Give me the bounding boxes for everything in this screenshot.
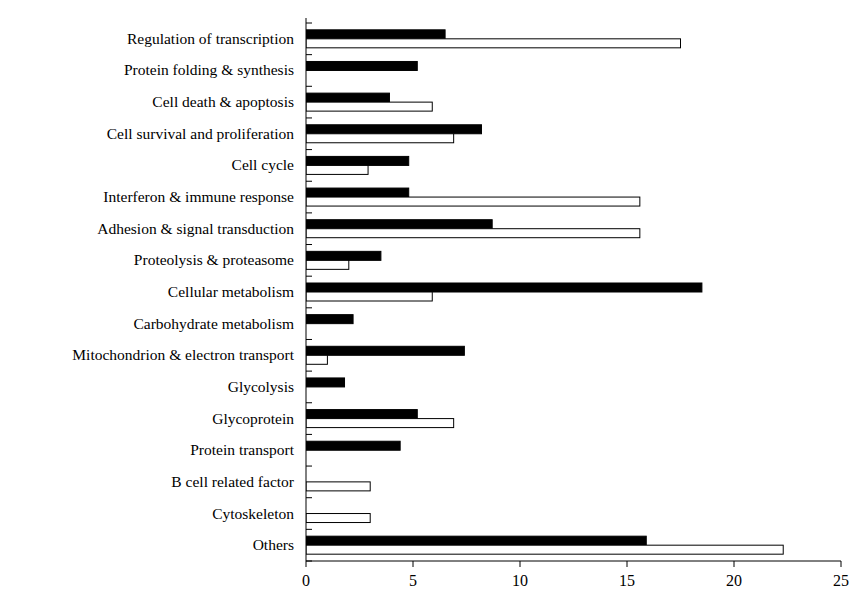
bar [306, 260, 349, 269]
category-tick [306, 212, 312, 213]
category-tick [306, 149, 312, 150]
category-tick [306, 402, 312, 403]
category-label: Proteolysis & proteasome [134, 251, 294, 268]
bar [306, 30, 445, 39]
category-tick [306, 339, 312, 340]
chart: Regulation of transcription Protein foldi… [0, 0, 858, 597]
category-label: Regulation of transcription [127, 30, 294, 47]
value-axis [306, 561, 841, 562]
bar [306, 229, 640, 238]
category-tick [306, 54, 312, 55]
bars [306, 30, 783, 554]
bar [306, 125, 481, 134]
category-label: Carbohydrate metabolism [133, 315, 294, 332]
x-tick-label: 5 [409, 572, 417, 589]
category-label: Cell survival and proliferation [107, 125, 294, 142]
category-tick [306, 117, 312, 118]
x-tick [413, 561, 414, 567]
category-label: Others [253, 536, 294, 553]
bar [306, 61, 417, 70]
bar [306, 419, 454, 428]
category-label: Adhesion & signal transduction [97, 220, 294, 237]
category-tick [306, 181, 312, 182]
bar [306, 536, 646, 545]
category-label: Protein folding & synthesis [124, 61, 294, 78]
x-tick-label: 15 [619, 572, 635, 589]
bar [306, 482, 370, 491]
category-tick [306, 307, 312, 308]
x-tick [520, 561, 521, 567]
category-tick [306, 529, 312, 530]
category-label: Cytoskeleton [212, 505, 294, 522]
x-tick [734, 561, 735, 567]
bar [306, 197, 640, 206]
x-tick-label: 0 [302, 572, 310, 589]
category-tick [306, 497, 312, 498]
category-tick [306, 86, 312, 87]
category-tick [306, 466, 312, 467]
category-tick [306, 23, 312, 24]
bar [306, 102, 432, 111]
bar [306, 292, 432, 301]
category-tick [306, 371, 312, 372]
bar [306, 156, 409, 165]
bar [306, 165, 368, 174]
category-label: Interferon & immune response [103, 188, 294, 205]
bar [306, 188, 409, 197]
bar [306, 346, 464, 355]
bar [306, 410, 417, 419]
category-tick [306, 276, 312, 277]
x-tick [841, 561, 842, 567]
x-tick [627, 561, 628, 567]
category-label: Cellular metabolism [168, 283, 294, 300]
category-label: Glycolysis [228, 378, 294, 395]
category-label: Mitochondrion & electron transport [72, 346, 294, 363]
bar [306, 514, 370, 523]
x-tick-label: 10 [512, 572, 528, 589]
bar [306, 315, 353, 324]
category-label: B cell related factor [171, 473, 294, 490]
bar [306, 93, 389, 102]
bar [306, 545, 783, 554]
category-tick [306, 434, 312, 435]
category-label: Glycoprotein [212, 410, 294, 427]
category-axis [306, 18, 307, 561]
category-label: Protein transport [190, 441, 294, 458]
bar [306, 251, 381, 260]
bar [306, 39, 681, 48]
bar [306, 378, 345, 387]
bar [306, 355, 327, 364]
category-label: Cell cycle [232, 156, 295, 173]
bar [306, 220, 492, 229]
x-tick-label: 20 [726, 572, 742, 589]
category-tick [306, 244, 312, 245]
bar [306, 441, 400, 450]
bar [306, 283, 702, 292]
x-tick [306, 561, 307, 567]
category-label: Cell death & apoptosis [152, 93, 294, 110]
x-tick-label: 25 [833, 572, 849, 589]
bar [306, 134, 454, 143]
